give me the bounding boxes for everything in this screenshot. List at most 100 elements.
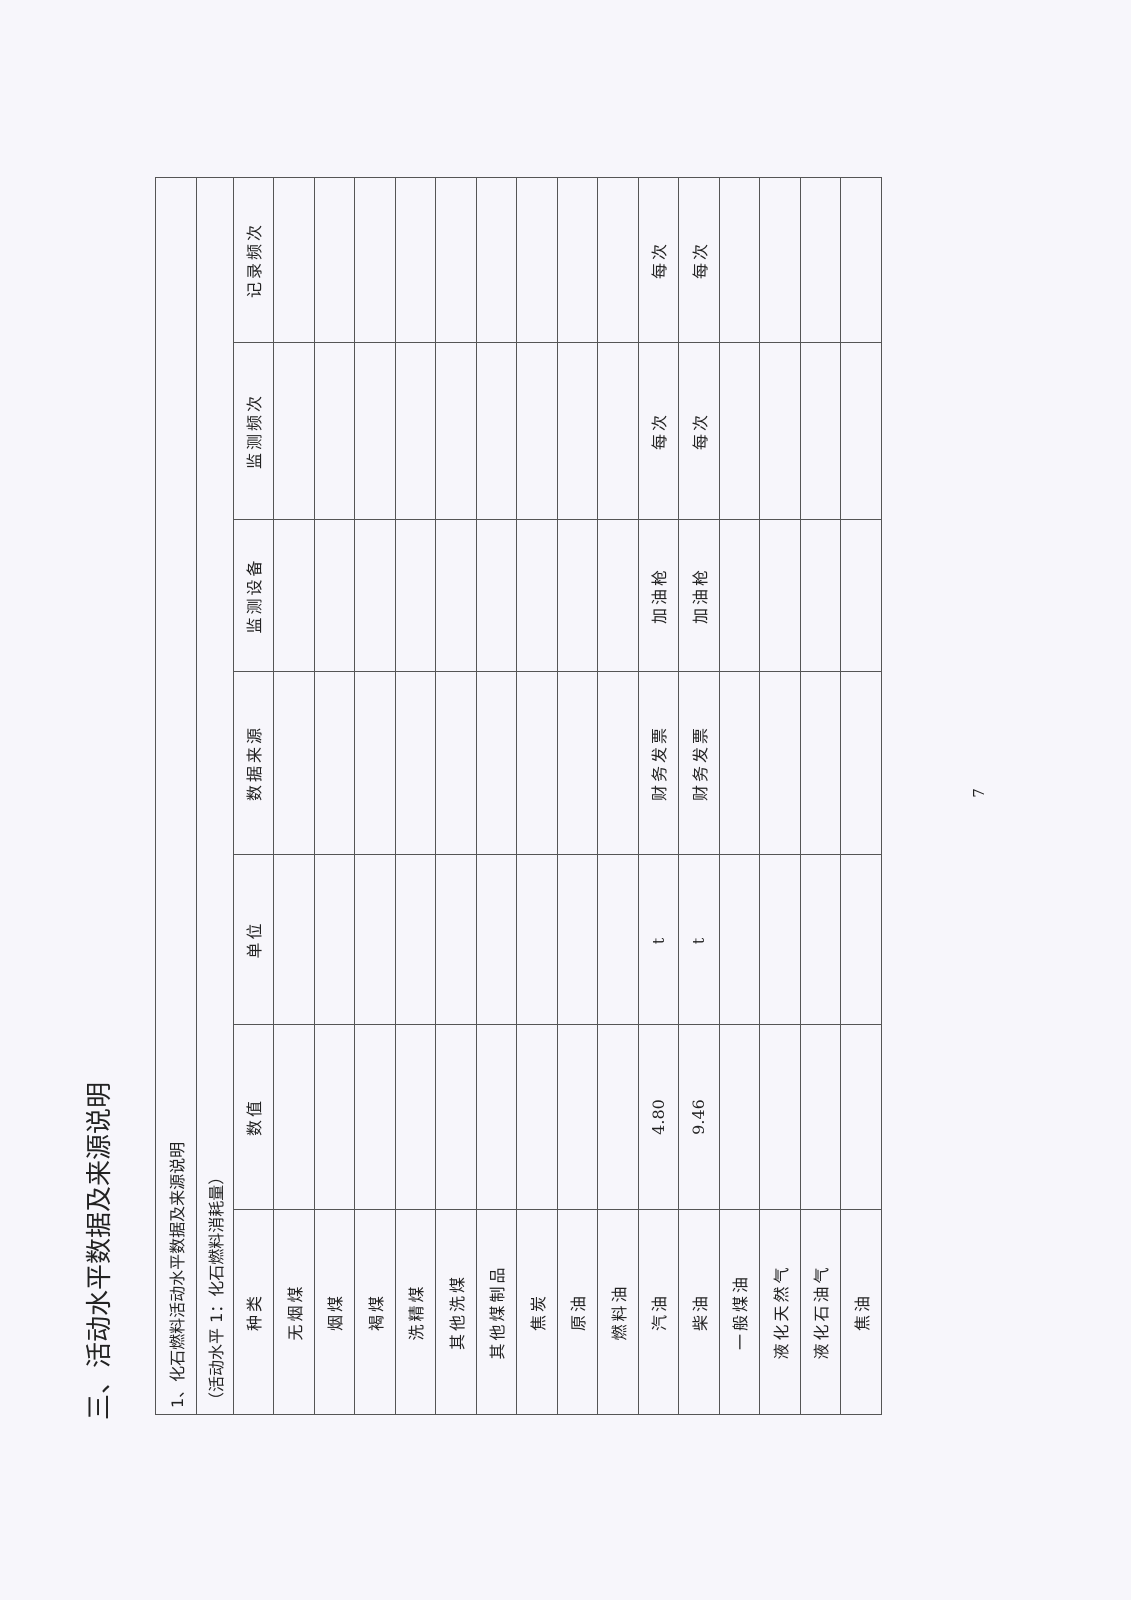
table-cell [597,519,638,672]
table-cell: 无烟煤 [273,1209,314,1415]
table-cell: 其他洗煤 [435,1209,476,1415]
table-cell: 每次 [678,342,719,520]
table-cell [800,854,841,1025]
table-cell [395,1024,436,1210]
table-row: 其他煤制品 [476,177,517,1415]
table-cell [435,342,476,520]
table-cell [435,854,476,1025]
table-cell [476,1024,517,1210]
table-cell: 财务发票 [638,671,679,855]
table-cell: 焦炭 [516,1209,557,1415]
table-cell: 每次 [638,177,679,343]
table-row: 液化石油气 [800,177,841,1415]
table-cell [354,1024,395,1210]
table-cell [759,671,800,855]
table-cell: 加油枪 [638,519,679,672]
table-cell [557,519,598,672]
table-cell [435,671,476,855]
table-cell [435,177,476,343]
table-row: 液化天然气 [759,177,800,1415]
table-cell: 一般煤油 [719,1209,760,1415]
table-cell [759,854,800,1025]
table-cell [800,177,841,343]
column-header: 单位 [233,854,274,1025]
table-cell: 4.80 [638,1024,679,1210]
table-row: 烟煤 [314,177,355,1415]
table-cell [395,342,436,520]
table-cell [516,177,557,343]
table-cell [719,1024,760,1210]
table-cell [314,177,355,343]
table-row: 褐煤 [354,177,395,1415]
table-row: 柴油 9.46 t 财务发票 加油枪 每次 每次 [678,177,719,1415]
table-header-row: 种类 数值 单位 数据来源 监测设备 监测频次 记录频次 [233,177,274,1415]
table-cell: 每次 [678,177,719,343]
table-cell [476,854,517,1025]
table-cell: 柴油 [678,1209,719,1415]
table-title: 1、化石燃料活动水平数据及来源说明 [155,177,196,1415]
table-cell [719,177,760,343]
table-cell [800,519,841,672]
table-cell [840,177,881,343]
table-cell [800,342,841,520]
table-cell [840,519,881,672]
table-cell: 洗精煤 [395,1209,436,1415]
table-cell [800,671,841,855]
page-number: 7 [970,788,988,798]
table-cell [354,671,395,855]
column-header: 监测设备 [233,519,274,672]
table-row: 洗精煤 [395,177,436,1415]
table-cell [395,854,436,1025]
table-cell [273,177,314,343]
table-cell: t [638,854,679,1025]
table-cell [840,854,881,1025]
table-cell: 加油枪 [678,519,719,672]
table-cell: 焦油 [840,1209,881,1415]
section-heading: 三、活动水平数据及来源说明 [85,1081,115,1420]
table-row: 焦油 [840,177,881,1415]
table-cell [800,1024,841,1210]
table-cell [273,854,314,1025]
table-cell [719,342,760,520]
table-cell [557,177,598,343]
table-cell [314,342,355,520]
table-row: 燃料油 [597,177,638,1415]
table-cell [435,519,476,672]
table-cell [516,1024,557,1210]
table-row: 无烟煤 [273,177,314,1415]
table-cell [719,671,760,855]
fuel-activity-table: 1、化石燃料活动水平数据及来源说明 （活动水平 1：化石燃料消耗量） 种类 数值单… [155,177,882,1415]
table-row: 其他洗煤 [435,177,476,1415]
table-cell [354,342,395,520]
table-cell [273,519,314,672]
table-cell [314,1024,355,1210]
table-subtitle: （活动水平 1：化石燃料消耗量） [196,177,233,1415]
table-cell: 财务发票 [678,671,719,855]
table-cell: 每次 [638,342,679,520]
table-subtitle-row: （活动水平 1：化石燃料消耗量） [196,177,233,1415]
table-cell [516,671,557,855]
table-cell: t [678,854,719,1025]
table-cell [597,671,638,855]
table-cell: 原油 [557,1209,598,1415]
table-cell: 液化天然气 [759,1209,800,1415]
column-header: 数值 [233,1024,274,1210]
table-cell [759,342,800,520]
table-cell [597,1024,638,1210]
table-cell [557,671,598,855]
table-cell [435,1024,476,1210]
table-cell: 液化石油气 [800,1209,841,1415]
table-cell [476,671,517,855]
table-cell [395,177,436,343]
table-row: 焦炭 [516,177,557,1415]
table-cell [597,342,638,520]
table-cell [314,519,355,672]
column-header: 种类 [233,1209,274,1415]
table-cell [314,671,355,855]
table-cell [759,1024,800,1210]
table-cell: 9.46 [678,1024,719,1210]
table-cell [557,1024,598,1210]
table-row: 汽油 4.80 t 财务发票 加油枪 每次 每次 [638,177,679,1415]
table-cell [840,1024,881,1210]
table-cell [273,671,314,855]
